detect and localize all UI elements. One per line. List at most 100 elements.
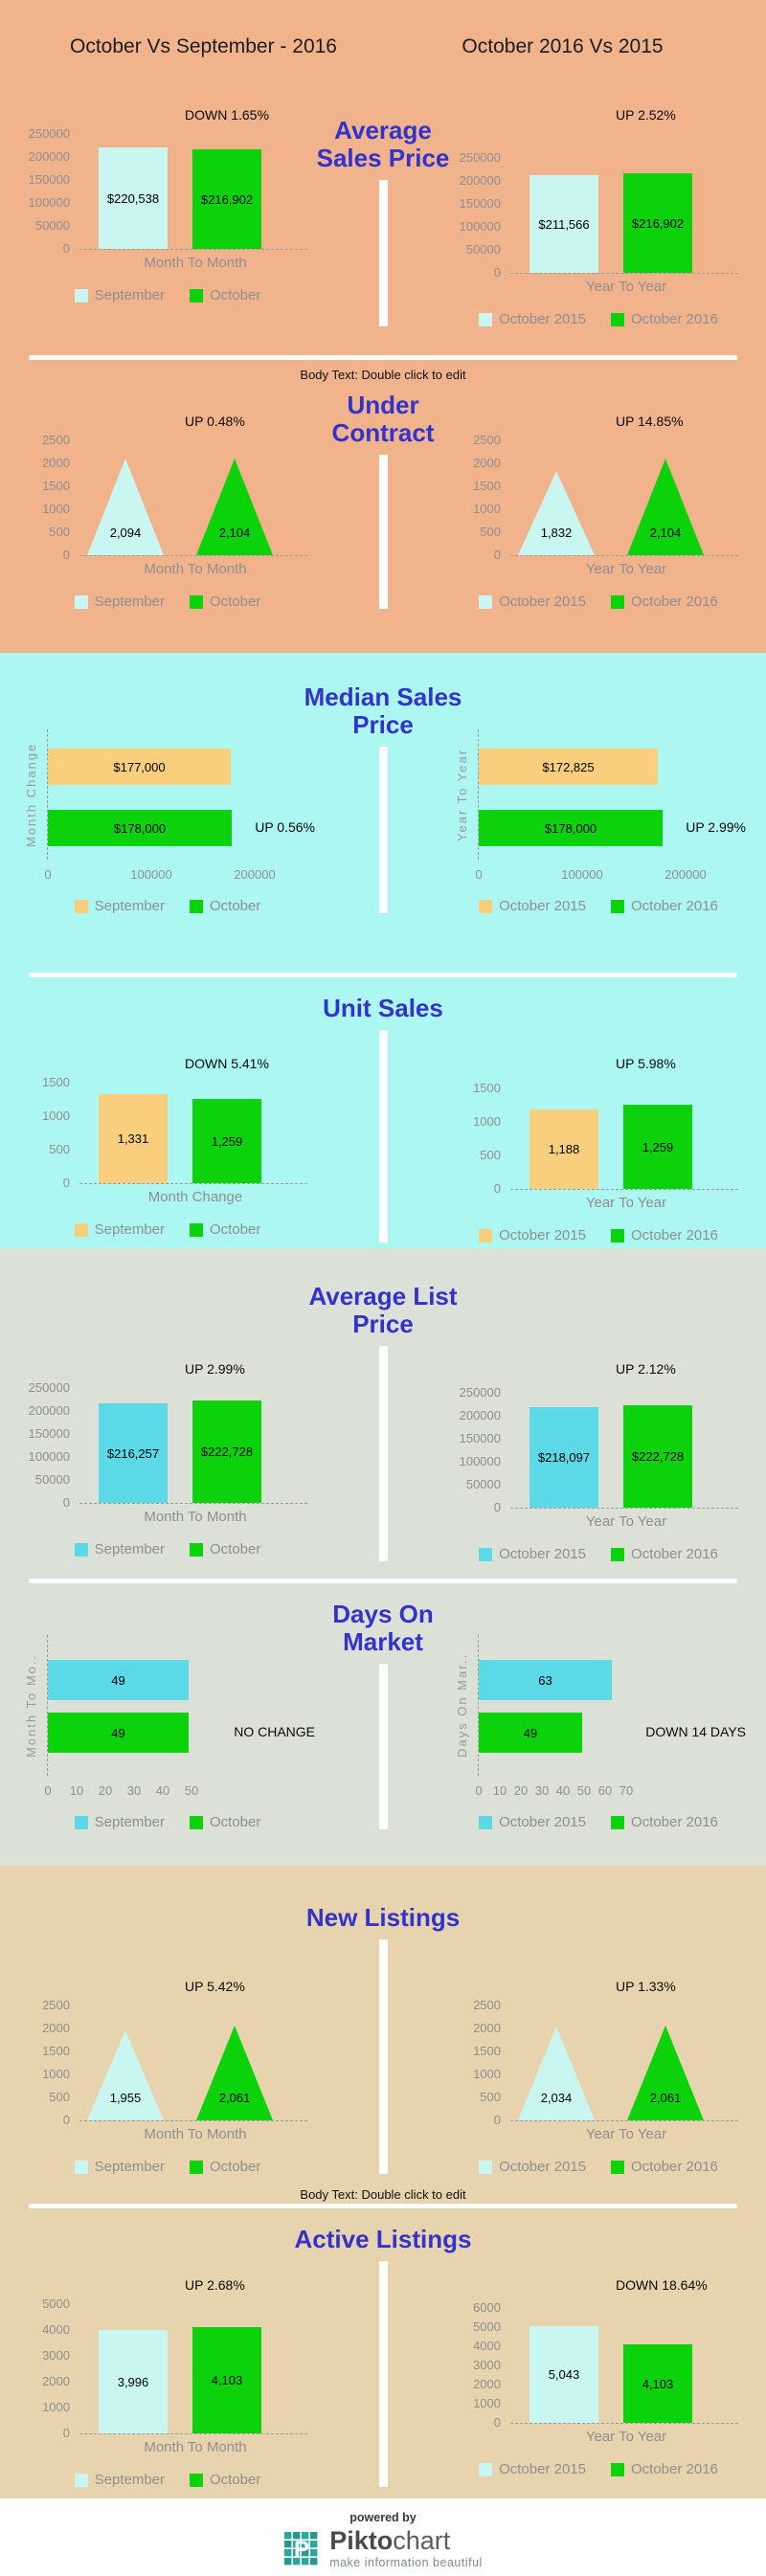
y-axis: 2500 2000 1500 1000 500 0: [455, 1998, 510, 2127]
chart-group-title: Under Contract: [332, 392, 435, 447]
zero-baseline: [510, 1508, 738, 1509]
legend: October 2015 October 2016: [455, 1814, 742, 1843]
powered-by-text: powered by: [349, 2511, 417, 2524]
legend-item: October 2015: [479, 2159, 586, 2175]
hbar-september: 49: [48, 1660, 189, 1700]
y-tick-label: 0: [62, 1495, 70, 1510]
y-tick-label: 2000: [42, 456, 70, 470]
legend-color-swatch: [190, 594, 203, 609]
body-text-placeholder[interactable]: Body Text: Double click to edit: [300, 2187, 466, 2202]
legend-item: October 2016: [611, 1814, 718, 1830]
change-label: UP 2.99%: [686, 819, 746, 835]
value-label: $216,902: [200, 191, 254, 207]
triangle-october: 2,061: [196, 2026, 273, 2120]
legend-label: October 2016: [631, 898, 718, 914]
legend-color-swatch: [611, 1547, 624, 1561]
brand-name: Piktochart: [329, 2528, 483, 2554]
y-tick-label: 0: [493, 548, 501, 562]
legend-label: October 2016: [631, 1227, 718, 1243]
legend-label: September: [94, 594, 165, 610]
y-tick-label: 1000: [42, 1109, 70, 1123]
plot-wrap: 250000 200000 150000 100000 50000 0 $216,257 $2…: [24, 1380, 311, 1510]
section-list-days-sage: UP 2.99% 250000 200000 150000 100000 50000 0 $2…: [0, 1248, 766, 1866]
y-tick-label: 0: [62, 241, 70, 256]
zero-baseline: [79, 2433, 307, 2434]
chart-panel-days-on-market-month: Month To Mo.. 49 49 0 10 20 30 40 50 September Oct…: [24, 1591, 315, 1843]
y-tick-label: 2500: [473, 1998, 501, 2012]
x-axis-title: Month Change: [147, 1189, 243, 1205]
hbar-october: $178,000: [48, 810, 232, 846]
x-axis-title: Month To Month: [144, 2126, 247, 2142]
x-tick-label: 40: [155, 1783, 170, 1798]
left-period-title: October Vs September - 2016: [70, 35, 337, 57]
value-label: 1,259: [642, 1139, 674, 1154]
footer: powered by P Piktochart make information…: [0, 2498, 766, 2576]
change-label: UP 14.85%: [616, 414, 684, 429]
y-tick-label: 1500: [42, 479, 70, 493]
x-tick-label: 10: [69, 1783, 84, 1798]
y-tick-label: 1000: [42, 2067, 70, 2081]
legend: October 2015 October 2016: [455, 898, 742, 927]
chart-panel-under-contract-month: UP 0.48% 2500 2000 1500 1000 500 0 2,094 2,104 Mo…: [24, 368, 311, 622]
x-axis-title: Month To Month: [144, 561, 247, 577]
legend-label: October: [210, 2472, 261, 2488]
x-tick-label: 100000: [130, 867, 172, 882]
plot-area: 1,955 2,061: [79, 2005, 311, 2121]
plot-area: $211,566 $216,902: [510, 158, 742, 274]
y-axis-title: Month To Mo..: [24, 1653, 38, 1758]
bar-october-2016: $216,902: [623, 173, 692, 273]
brand-name-light: chart: [393, 2526, 451, 2555]
chart-group-title: Active Listings: [295, 2226, 472, 2253]
x-tick-label: 0: [475, 1783, 483, 1798]
legend-color-swatch: [479, 899, 493, 913]
value-label: 1,955: [109, 2091, 142, 2105]
legend-color-swatch: [611, 2462, 624, 2476]
legend-item: October 2016: [611, 898, 718, 914]
triangle-september: 1,955: [87, 2030, 164, 2120]
value-label: $222,728: [200, 1445, 254, 1459]
bar-september: $220,538: [99, 147, 168, 249]
y-tick-label: 500: [49, 525, 70, 539]
change-label: DOWN 14 DAYS: [645, 1724, 746, 1739]
value-label: $216,257: [106, 1445, 160, 1461]
block-active-listings: UP 2.68% 5000 4000 3000 2000 1000 0 3,996 4,103 M…: [24, 2216, 742, 2498]
y-tick-label: 1000: [473, 1114, 501, 1129]
vertical-divider: [378, 2261, 388, 2487]
title-line: New Listings: [305, 1903, 461, 1932]
y-axis: 250000 200000 150000 100000 50000 0: [24, 126, 79, 256]
legend-label: September: [94, 2472, 165, 2488]
body-text-placeholder[interactable]: Body Text: Double click to edit: [300, 368, 466, 382]
change-label: DOWN 1.65%: [185, 107, 269, 123]
y-tick-label: 100000: [28, 1449, 70, 1464]
legend-item: October 2015: [479, 1227, 586, 1243]
block-unit-sales: DOWN 5.41% 1500 1000 500 0 1,331 1,259 Month Ch…: [24, 985, 742, 1248]
plot-area: 5,043 4,103: [510, 2308, 742, 2424]
chart-panel-average-sales-price-year: UP 2.52% 250000 200000 150000 100000 50000 0 $2…: [455, 107, 742, 340]
section-sales-price-peach: October Vs September - 2016 October 2016…: [0, 0, 766, 653]
legend: September October: [24, 1221, 311, 1248]
y-tick-label: 1000: [42, 502, 70, 516]
value-label: 49: [523, 1725, 538, 1740]
y-axis: 1500 1000 500 0: [24, 1075, 79, 1190]
legend-item: October 2015: [479, 1546, 586, 1562]
legend-label: October: [210, 594, 261, 610]
bar-october-2015: 1,188: [529, 1109, 598, 1189]
hbar-october-2015: 63: [479, 1660, 612, 1700]
y-axis: 2500 2000 1500 1000 500 0: [24, 1998, 79, 2127]
y-tick-label: 1500: [473, 1081, 501, 1095]
triangle-october-2015: 2,034: [518, 2027, 595, 2120]
charts-grid: UP 5.42% 2500 2000 1500 1000 500 0 1,955 2,061 Mo…: [24, 1894, 742, 2187]
x-axis-title: Month To Month: [144, 1509, 247, 1525]
y-tick-label: 2500: [473, 433, 501, 447]
y-tick-label: 3000: [473, 2358, 501, 2372]
x-axis-title: Year To Year: [585, 1195, 667, 1211]
bar-october-2015: $211,566: [529, 175, 598, 273]
period-header: October Vs September - 2016 October 2016…: [24, 34, 742, 59]
chart-panel-average-list-price-month: UP 2.99% 250000 200000 150000 100000 50000 0 $2…: [24, 1273, 311, 1575]
legend-item: October 2015: [479, 594, 586, 610]
x-axis: 0 100000 200000: [475, 867, 742, 886]
plot-wrap: 250000 200000 150000 100000 50000 0 $211,566 $2…: [455, 150, 742, 280]
legend-label: October 2016: [631, 1546, 718, 1562]
chart-group-title: Average Sales Price: [317, 117, 450, 172]
